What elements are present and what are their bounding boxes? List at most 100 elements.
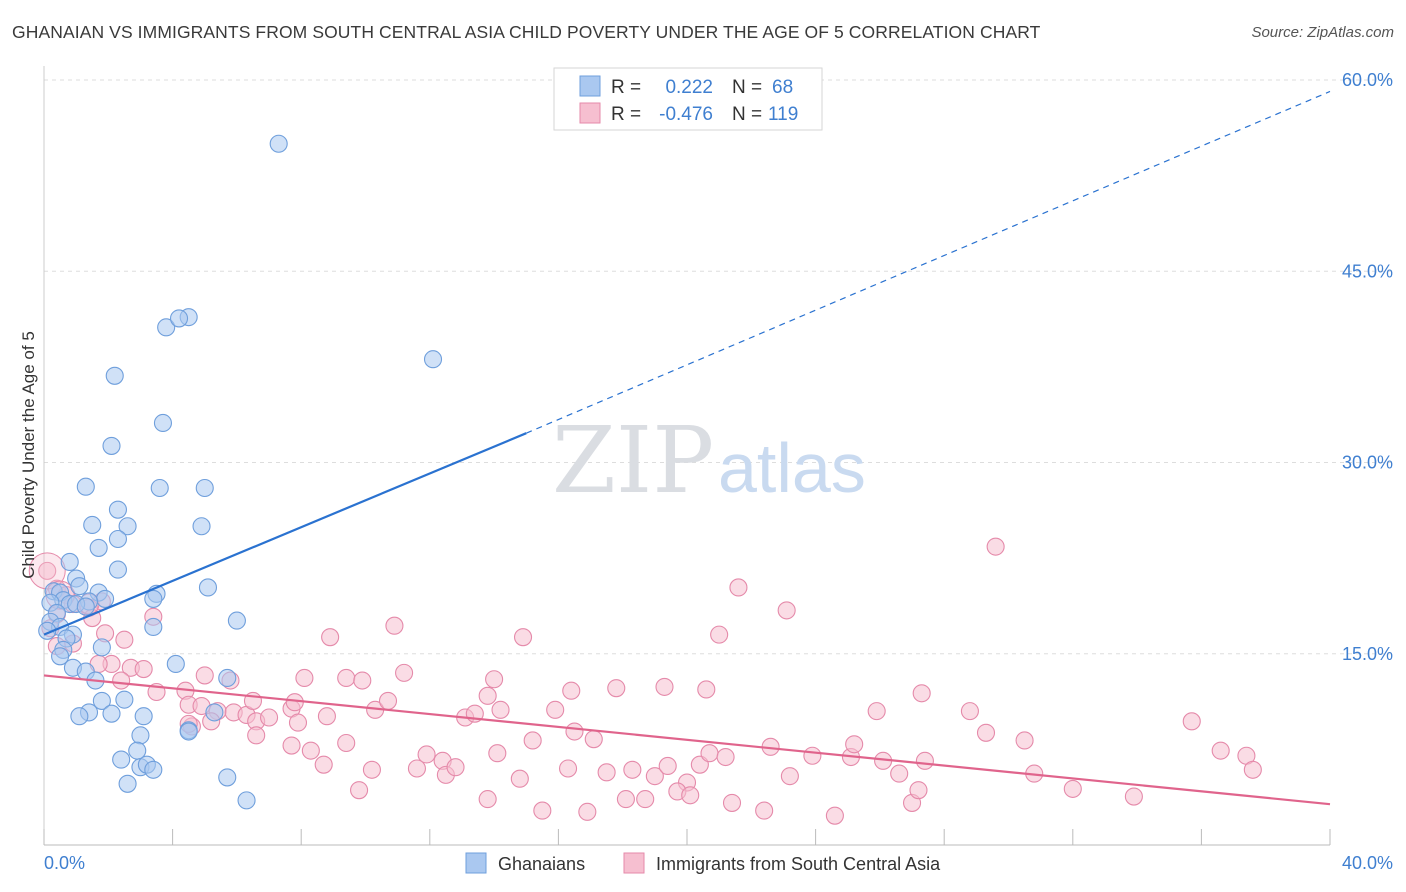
immigrants-point-114 [1124,787,1143,806]
immigrants-point-85 [314,755,333,774]
immigrants-point-79 [636,790,655,809]
immigrants-point-116 [1211,741,1230,760]
immigrants-point-73 [523,731,542,750]
ghanaians-point-21 [198,578,218,597]
immigrants-point-84 [350,781,369,800]
ghanaians-point-66 [237,791,256,810]
immigrants-point-90 [700,744,719,763]
ghanaians-point-13 [118,517,137,536]
immigrants-point-54 [562,681,581,700]
legend-swatch-ghanaians [579,75,601,97]
ghanaians-point-64 [218,768,237,787]
immigrants-point-100 [845,735,864,754]
ghanaians-point-1 [157,318,176,337]
immigrants-point-0 [38,561,57,580]
ghanaians-point-57 [205,703,224,722]
ghanaians-point-33 [76,597,95,616]
immigrants-point-91 [716,747,735,767]
immigrants-point-34 [986,537,1005,556]
bottom-legend-label-ghanaians: Ghanaians [498,854,585,874]
axes [43,66,1331,846]
immigrants-point-86 [645,767,664,786]
immigrants-point-74 [565,722,584,741]
ghanaians-point-44 [51,647,70,666]
y-tick-label-2: 45.0% [1342,261,1393,281]
immigrants-point-28 [321,628,340,647]
legend-n-value-1: 119 [768,104,798,125]
immigrants-point-26 [395,663,414,682]
immigrants-point-48 [378,691,398,710]
immigrants-point-63 [301,741,320,760]
immigrants-point-31 [710,625,729,644]
immigrants-point-23 [295,668,314,688]
ghanaians-point-65 [118,774,137,793]
immigrants-point-64 [337,733,356,753]
immigrants-point-42 [317,707,336,726]
ghanaians-point-14 [192,517,211,536]
immigrants-point-104 [909,781,928,800]
immigrants-point-39 [259,708,279,727]
immigrants-point-82 [578,802,597,821]
immigrants-point-102 [890,764,909,783]
ghanaians-point-28 [144,589,163,608]
immigrants-point-97 [681,786,700,805]
ghanaians-point-12 [83,515,102,535]
immigrants-point-29 [385,616,404,635]
immigrants-point-75 [584,730,603,749]
ghanaians-point-4 [423,350,443,369]
immigrants-point-62 [282,736,301,755]
immigrants-point-72 [510,769,529,788]
immigrants-point-113 [1063,779,1082,798]
ghanaians-point-42 [92,638,111,657]
immigrants-point-57 [697,680,716,699]
immigrants-point-60 [247,726,266,745]
ghanaians-point-55 [134,707,153,726]
ghanaians-point-51 [115,690,134,709]
immigrants-point-81 [533,801,552,820]
ghanaians-point-3 [169,309,189,328]
ghanaians-point-58 [131,726,150,745]
immigrants-point-107 [867,702,886,721]
immigrants-point-98 [803,746,822,765]
y-axis-title: Child Poverty Under the Age of 5 [19,331,38,579]
immigrants-point-71 [488,744,507,763]
watermark-zip: ZIP [552,407,714,514]
watermark-atlas: atlas [718,429,866,507]
legend-r-value-0: 0.222 [665,77,713,98]
immigrants-point-18 [112,671,131,690]
immigrants-point-78 [623,760,642,779]
immigrants-point-67 [417,745,436,764]
immigrants-point-105 [915,751,934,770]
ghanaians-point-20 [70,577,89,596]
ghanaians-point-9 [195,478,214,498]
immigrants-point-11 [115,630,134,649]
chart-title: GHANAIAN VS IMMIGRANTS FROM SOUTH CENTRA… [12,22,1041,42]
immigrants-point-109 [960,702,979,721]
immigrants-point-56 [655,677,674,696]
ghanaians-point-60 [112,750,131,769]
immigrants-point-30 [513,628,533,647]
immigrants-point-32 [777,601,796,620]
immigrants-point-55 [607,679,626,698]
immigrants-point-27 [485,670,504,689]
immigrants-point-51 [478,686,497,705]
immigrants-point-66 [407,759,426,778]
immigrants-point-87 [658,756,677,776]
ghanaians-point-18 [108,560,127,579]
y-tick-labels: 15.0% 30.0% 45.0% 60.0% [1342,70,1393,664]
immigrants-point-83 [478,790,497,809]
ghanaians-point-16 [89,538,108,557]
source-label: Source: ZipAtlas.com [1251,24,1394,41]
ghanaians-point-36 [227,611,246,630]
bottom-legend-swatch-ghanaians [465,852,487,874]
x-tick-label-min: 0.0% [44,853,85,873]
ghanaians-point-48 [218,668,237,688]
legend-r-value-1: -0.476 [659,104,713,125]
immigrants-point-110 [976,723,996,742]
immigrants-point-95 [722,793,742,812]
ghanaians-point-54 [70,707,89,726]
ghanaians-point-10 [76,477,95,496]
ghanaians-point-38 [144,617,163,637]
immigrants-trend-line [43,674,1331,806]
